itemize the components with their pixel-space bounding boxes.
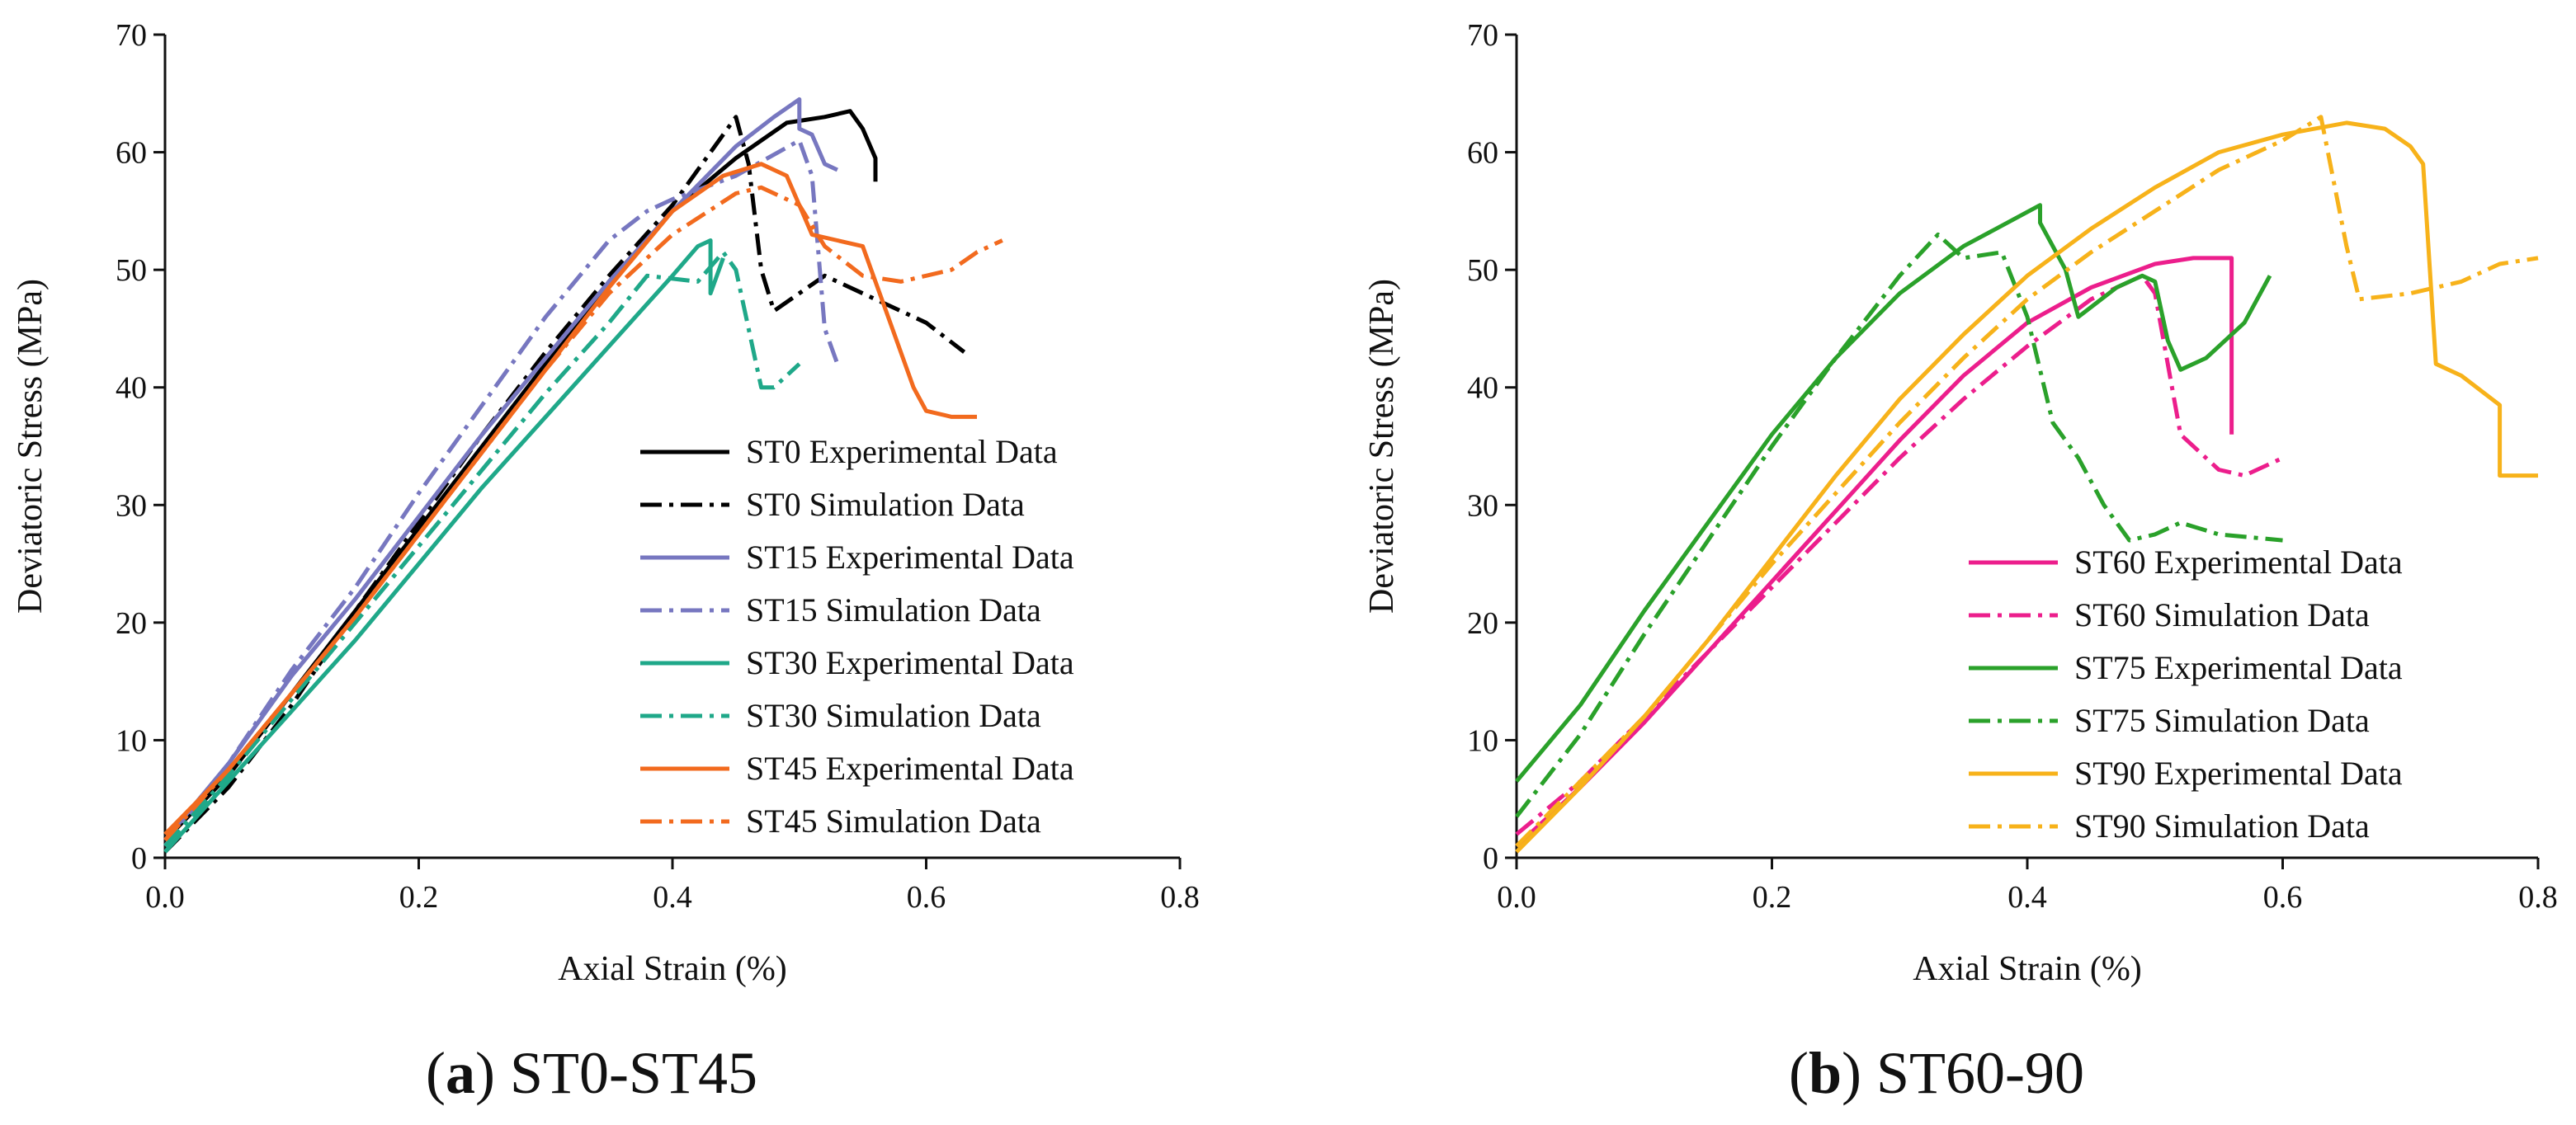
legend-label: ST60 Simulation Data bbox=[2074, 596, 2370, 633]
y-tick-label: 60 bbox=[1467, 136, 1498, 171]
x-tick-label: 0.0 bbox=[145, 880, 185, 915]
legend-label: ST60 Experimental Data bbox=[2074, 544, 2403, 581]
y-tick-label: 70 bbox=[116, 18, 147, 53]
y-tick-label: 40 bbox=[1467, 371, 1498, 406]
caption-a: (a) ST0-ST45 bbox=[426, 1040, 757, 1106]
y-tick-label: 40 bbox=[116, 371, 147, 406]
series-line bbox=[1515, 273, 2284, 836]
series-line bbox=[163, 250, 801, 848]
x-tick-label: 0.4 bbox=[653, 880, 692, 915]
y-tick-label: 50 bbox=[116, 253, 147, 288]
series-line bbox=[163, 238, 725, 854]
legend-label: ST45 Experimental Data bbox=[746, 750, 1074, 787]
series-line bbox=[1515, 203, 2272, 783]
y-tick-label: 20 bbox=[1467, 606, 1498, 641]
legend-label: ST45 Simulation Data bbox=[746, 803, 1041, 840]
y-tick-label: 10 bbox=[116, 723, 147, 758]
legend-label: ST15 Experimental Data bbox=[746, 539, 1074, 576]
legend-label: ST30 Experimental Data bbox=[746, 644, 1074, 681]
y-tick-label: 30 bbox=[116, 488, 147, 523]
series-line bbox=[163, 115, 966, 854]
caption-a-text: ST0-ST45 bbox=[509, 1040, 757, 1106]
y-tick-label: 60 bbox=[116, 136, 147, 171]
y-tick-label: 10 bbox=[1467, 723, 1498, 758]
y-axis-title: Deviatoric Stress (MPa) bbox=[12, 279, 50, 614]
series-line bbox=[1515, 120, 2538, 854]
x-tick-label: 0.2 bbox=[399, 880, 439, 915]
legend-label: ST90 Experimental Data bbox=[2074, 755, 2403, 792]
x-tick-label: 0.0 bbox=[1497, 880, 1536, 915]
series-line bbox=[163, 138, 840, 848]
y-tick-label: 70 bbox=[1467, 18, 1498, 53]
series-line bbox=[1515, 115, 2539, 848]
x-axis-title: Axial Strain (%) bbox=[558, 950, 787, 988]
x-tick-label: 0.4 bbox=[2007, 880, 2047, 915]
caption-b-letter: b bbox=[1808, 1040, 1842, 1106]
legend-label: ST15 Simulation Data bbox=[746, 591, 1041, 628]
legend-label: ST75 Simulation Data bbox=[2074, 702, 2370, 739]
series-line bbox=[1515, 232, 2283, 818]
legend-label: ST75 Experimental Data bbox=[2074, 649, 2403, 686]
series-line bbox=[163, 185, 1003, 842]
y-tick-label: 30 bbox=[1467, 488, 1498, 523]
y-tick-label: 0 bbox=[131, 841, 147, 876]
caption-b-text: ST60-90 bbox=[1876, 1040, 2085, 1106]
series-line bbox=[163, 162, 977, 836]
legend-label: ST0 Experimental Data bbox=[746, 433, 1058, 470]
y-tick-label: 20 bbox=[116, 606, 147, 641]
chart-b: 0 10 20 30 40 50 60 70 0.0 0.2 0.4 0.6 0.8 Axial Stra… bbox=[1363, 18, 2558, 988]
x-tick-label: 0.6 bbox=[2263, 880, 2303, 915]
x-tick-label: 0.6 bbox=[907, 880, 946, 915]
y-tick-label: 50 bbox=[1467, 253, 1498, 288]
legend-label: ST90 Simulation Data bbox=[2074, 807, 2370, 845]
legend-label: ST0 Simulation Data bbox=[746, 486, 1025, 523]
x-axis-title: Axial Strain (%) bbox=[1913, 950, 2142, 988]
y-axis-title: Deviatoric Stress (MPa) bbox=[1363, 279, 1401, 614]
series-line bbox=[1515, 256, 2234, 848]
x-tick-label: 0.8 bbox=[1160, 880, 1200, 915]
legend-label: ST30 Simulation Data bbox=[746, 697, 1041, 734]
chart-a: 0 10 20 30 40 50 60 70 0.0 0.2 0.4 0.6 0.8 Axial Stra… bbox=[12, 18, 1200, 988]
x-tick-label: 0.8 bbox=[2518, 880, 2558, 915]
caption-b: (b) ST60-90 bbox=[1789, 1040, 2085, 1106]
x-tick-label: 0.2 bbox=[1753, 880, 1792, 915]
caption-a-letter: a bbox=[445, 1040, 475, 1106]
y-tick-label: 0 bbox=[1483, 841, 1498, 876]
